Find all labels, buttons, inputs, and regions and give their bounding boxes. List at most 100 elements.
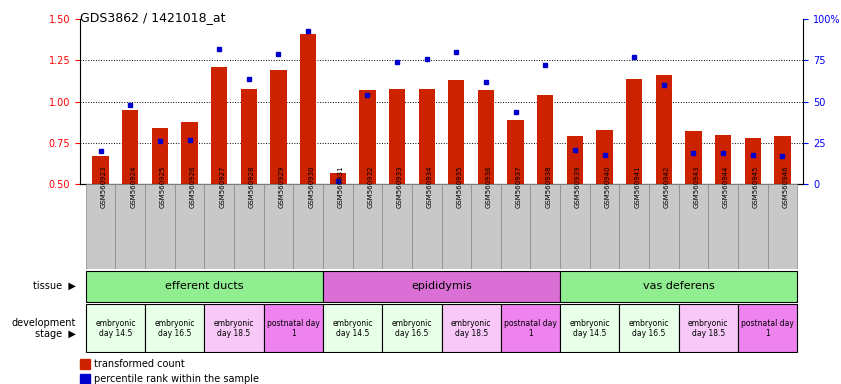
Text: GSM560943: GSM560943 [694, 166, 700, 208]
Text: embryonic
day 14.5: embryonic day 14.5 [332, 319, 373, 338]
Bar [738, 184, 768, 269]
Text: GSM560945: GSM560945 [753, 166, 759, 208]
Text: GSM560933: GSM560933 [397, 166, 403, 208]
Bar [590, 184, 619, 269]
Text: embryonic
day 16.5: embryonic day 16.5 [392, 319, 432, 338]
Text: GSM560935: GSM560935 [457, 166, 463, 208]
Bar [241, 89, 257, 184]
Text: GSM560942: GSM560942 [664, 166, 669, 208]
Bar [768, 184, 797, 269]
Bar [323, 305, 383, 352]
Text: GSM560936: GSM560936 [486, 166, 492, 208]
Bar [708, 184, 738, 269]
Text: GSM560931: GSM560931 [338, 166, 344, 208]
Text: GSM560937: GSM560937 [516, 166, 521, 208]
Text: development
stage  ▶: development stage ▶ [11, 318, 76, 339]
Bar [86, 184, 115, 269]
Bar [560, 184, 590, 269]
Bar [442, 184, 471, 269]
Bar [122, 110, 139, 184]
Bar [500, 184, 531, 269]
Text: GSM560946: GSM560946 [782, 166, 788, 208]
Text: GSM560944: GSM560944 [723, 166, 729, 208]
Bar [744, 138, 761, 184]
Bar [204, 305, 264, 352]
Bar [715, 135, 732, 184]
Bar [330, 173, 346, 184]
Text: GSM560929: GSM560929 [278, 166, 284, 208]
Text: embryonic
day 16.5: embryonic day 16.5 [629, 319, 669, 338]
Text: embryonic
day 14.5: embryonic day 14.5 [569, 319, 610, 338]
Bar [175, 184, 204, 269]
Bar [264, 305, 323, 352]
Text: percentile rank within the sample: percentile rank within the sample [94, 374, 259, 384]
Bar [619, 184, 649, 269]
Bar [383, 305, 442, 352]
Bar [685, 131, 701, 184]
Bar [679, 305, 738, 352]
Bar [679, 184, 708, 269]
Bar [567, 136, 583, 184]
Text: embryonic
day 18.5: embryonic day 18.5 [688, 319, 728, 338]
Bar [619, 305, 679, 352]
Text: GSM560923: GSM560923 [101, 166, 107, 208]
Bar [738, 305, 797, 352]
Bar [270, 70, 287, 184]
Bar [359, 90, 376, 184]
Bar [352, 184, 383, 269]
Bar [531, 184, 560, 269]
Text: GSM560930: GSM560930 [308, 166, 315, 208]
Bar [300, 34, 316, 184]
Text: GSM560941: GSM560941 [634, 166, 640, 208]
Bar [294, 184, 323, 269]
Bar [323, 184, 352, 269]
Bar [234, 184, 264, 269]
Text: GSM560924: GSM560924 [130, 166, 136, 208]
Text: transformed count: transformed count [94, 359, 185, 369]
Bar [145, 184, 175, 269]
Bar [537, 95, 553, 184]
Text: embryonic
day 16.5: embryonic day 16.5 [155, 319, 195, 338]
Bar [182, 122, 198, 184]
Bar [383, 184, 412, 269]
Bar [478, 90, 495, 184]
Bar [500, 305, 560, 352]
Bar [204, 184, 234, 269]
Text: vas deferens: vas deferens [643, 281, 715, 291]
Bar [442, 305, 500, 352]
Bar [419, 89, 435, 184]
Text: postnatal day
1: postnatal day 1 [741, 319, 794, 338]
Bar [471, 184, 500, 269]
Text: embryonic
day 18.5: embryonic day 18.5 [214, 319, 254, 338]
Text: GDS3862 / 1421018_at: GDS3862 / 1421018_at [80, 12, 225, 25]
Text: GSM560925: GSM560925 [160, 166, 166, 208]
Text: GSM560927: GSM560927 [220, 166, 225, 208]
Text: epididymis: epididymis [411, 281, 472, 291]
Text: GSM560934: GSM560934 [426, 166, 433, 208]
Bar [323, 271, 560, 302]
Bar [145, 305, 204, 352]
Bar [412, 184, 442, 269]
Bar [389, 89, 405, 184]
Text: postnatal day
1: postnatal day 1 [267, 319, 320, 338]
Text: GSM560940: GSM560940 [605, 166, 611, 208]
Text: GSM560938: GSM560938 [545, 166, 551, 208]
Text: efferent ducts: efferent ducts [165, 281, 244, 291]
Bar [626, 79, 643, 184]
Text: GSM560926: GSM560926 [189, 166, 196, 208]
Text: tissue  ▶: tissue ▶ [33, 281, 76, 291]
Bar [775, 136, 791, 184]
Text: embryonic
day 14.5: embryonic day 14.5 [95, 319, 135, 338]
Bar [507, 120, 524, 184]
Bar [93, 156, 108, 184]
Bar [560, 271, 797, 302]
Bar [649, 184, 679, 269]
Text: embryonic
day 18.5: embryonic day 18.5 [451, 319, 491, 338]
Bar [596, 130, 613, 184]
Bar [86, 271, 323, 302]
Text: GSM560932: GSM560932 [368, 166, 373, 208]
Bar [86, 305, 145, 352]
Bar [560, 305, 619, 352]
Bar [211, 67, 227, 184]
Bar [264, 184, 294, 269]
